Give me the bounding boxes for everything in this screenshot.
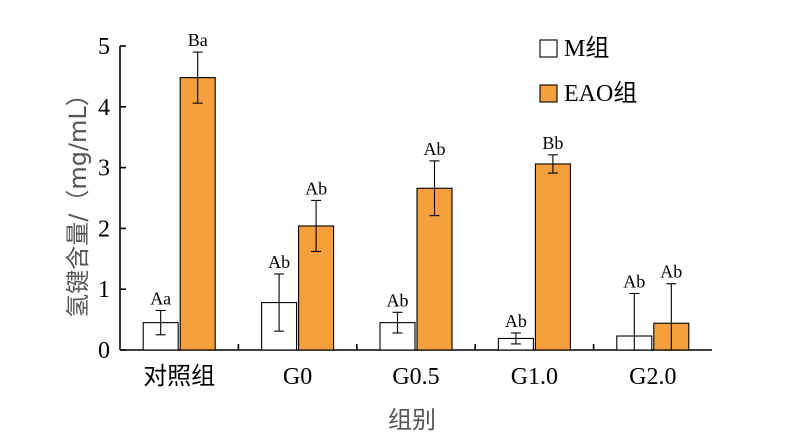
legend: M组 EAO组: [539, 35, 637, 107]
data-label: Ba: [188, 30, 208, 50]
y-tick-label: 2: [98, 216, 110, 242]
data-label: Bb: [542, 133, 563, 153]
data-label: Aa: [150, 288, 171, 308]
y-tick-label: 4: [98, 95, 110, 121]
x-tick-label: G1.0: [511, 364, 558, 390]
legend-swatch-eao: [539, 84, 558, 103]
data-label: Ab: [424, 139, 446, 159]
bar-eao: [416, 187, 453, 351]
bar-eao: [534, 163, 571, 351]
x-axis-title: 组别: [388, 406, 436, 434]
x-tick-label: G2.0: [629, 364, 676, 390]
legend-label-eao: EAO组: [564, 80, 637, 107]
y-tick-label: 0: [98, 338, 110, 364]
y-tick-label: 5: [98, 34, 110, 60]
legend-label-m: M组: [564, 35, 609, 62]
y-tick-label: 3: [98, 156, 110, 182]
legend-swatch-m: [539, 39, 558, 58]
data-label: Ab: [387, 290, 409, 310]
axes: 0 1 2 3 4 5 对照组 G0 G0.5 G1.0 G2.0: [98, 34, 712, 390]
data-label: Ab: [305, 178, 327, 198]
data-label: Ab: [660, 262, 682, 282]
x-tick-label: G0: [283, 364, 312, 390]
x-tick-label: G0.5: [392, 364, 439, 390]
data-label: Ab: [268, 252, 290, 272]
data-label: Ab: [505, 311, 527, 331]
y-axis-title: 氢键含量/（mg/mL）: [64, 82, 92, 318]
data-label: Ab: [623, 271, 645, 291]
bars: Aa Ba Ab Ab Ab Ab Ab Bb Ab Ab: [142, 30, 690, 351]
bar-eao: [179, 77, 216, 351]
x-tick-label: 对照组: [143, 363, 215, 390]
y-tick-label: 1: [98, 277, 110, 303]
